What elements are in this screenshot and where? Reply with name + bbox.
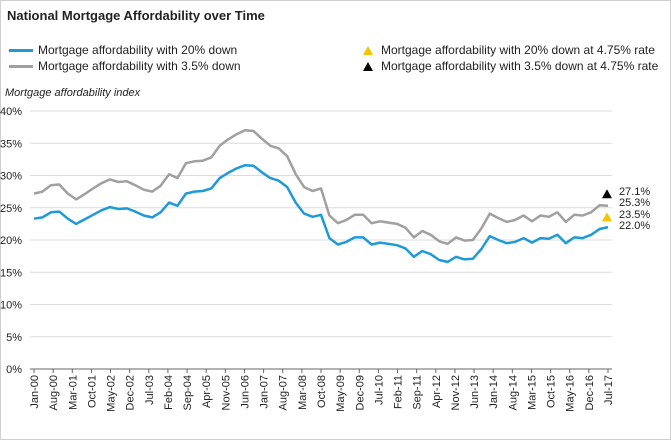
x-tick-label: Aug-14 <box>507 375 519 410</box>
x-tick-label: Sep-04 <box>182 375 194 410</box>
y-tick-label: 25% <box>0 203 22 215</box>
x-tick-label: Feb-11 <box>393 375 405 409</box>
legend-label: Mortgage affordability with 3.5% down at… <box>381 59 659 73</box>
end-value-label: 27.1% <box>619 186 650 198</box>
legend-item-20-down-rate: Mortgage affordability with 20% down at … <box>359 43 655 57</box>
marker-20-down-rate <box>602 212 612 222</box>
x-tick-label: May-16 <box>565 375 577 412</box>
x-tick-label: Jul-17 <box>603 375 615 405</box>
x-tick-label: Dec-02 <box>125 375 137 410</box>
x-tick-label: Jun-13 <box>469 375 481 409</box>
legend-swatch-blue-line <box>9 48 33 52</box>
x-tick-label: Jan-14 <box>488 375 500 409</box>
yellow-triangle-icon <box>363 45 373 55</box>
y-tick-label: 0% <box>6 364 22 376</box>
x-tick-label: May-09 <box>335 375 347 412</box>
y-tick-label: 20% <box>0 235 22 247</box>
x-tick-label: Mar-01 <box>67 375 79 410</box>
x-tick-label: Aug-00 <box>48 375 60 410</box>
chart-title: National Mortgage Affordability over Tim… <box>7 8 265 23</box>
x-tick-label: Sep-11 <box>412 375 424 410</box>
x-tick-label: Mar-15 <box>526 375 538 410</box>
x-tick-label: Apr-12 <box>431 375 443 408</box>
x-tick-label: Jul-03 <box>144 375 156 405</box>
x-tick-label: Jan-07 <box>259 375 271 409</box>
y-tick-label: 15% <box>0 267 22 279</box>
y-tick-label: 40% <box>0 106 22 118</box>
legend-label: Mortgage affordability with 20% down at … <box>381 43 655 57</box>
y-axis-label: Mortgage affordability index <box>5 87 141 99</box>
x-tick-label: Jun-06 <box>239 375 251 409</box>
black-triangle-icon <box>363 61 373 71</box>
x-tick-label: Jul-10 <box>373 375 385 405</box>
x-tick-label: Mar-08 <box>297 375 309 410</box>
x-tick-label: Feb-04 <box>163 375 175 410</box>
x-tick-label: Nov-12 <box>450 375 462 410</box>
series-line-20-down <box>33 163 609 264</box>
x-tick-label: Oct-08 <box>316 375 328 408</box>
end-value-label: 23.5% <box>619 209 650 221</box>
x-tick-label: Jan-00 <box>29 375 41 409</box>
y-tick-label: 30% <box>0 171 22 183</box>
legend-item-3-5-down-rate: Mortgage affordability with 3.5% down at… <box>359 59 658 73</box>
x-tick-label: Apr-05 <box>201 375 213 408</box>
marker-3-5-down-rate <box>602 189 612 199</box>
x-tick-label: Oct-15 <box>546 375 558 408</box>
legend-item-20-down: Mortgage affordability with 20% down <box>9 43 237 57</box>
end-value-label: 25.3% <box>619 197 650 209</box>
end-value-label: 22.0% <box>619 220 650 232</box>
x-tick-label: Dec-16 <box>584 375 596 410</box>
legend-item-3-5-down: Mortgage affordability with 3.5% down <box>9 59 241 73</box>
legend-swatch-gray-line <box>9 64 33 68</box>
y-tick-label: 35% <box>0 138 22 150</box>
y-tick-label: 5% <box>6 332 22 344</box>
x-tick-label: Oct-01 <box>86 375 98 408</box>
legend-label: Mortgage affordability with 3.5% down <box>38 59 241 73</box>
x-tick-label: Aug-07 <box>278 375 290 410</box>
y-tick-label: 10% <box>0 300 22 312</box>
series-line-3-5-down <box>33 129 609 246</box>
legend-label: Mortgage affordability with 20% down <box>38 43 238 57</box>
x-tick-label: Nov-05 <box>220 375 232 410</box>
x-tick-label: Dec-09 <box>354 375 366 410</box>
x-tick-label: May-02 <box>106 375 118 412</box>
